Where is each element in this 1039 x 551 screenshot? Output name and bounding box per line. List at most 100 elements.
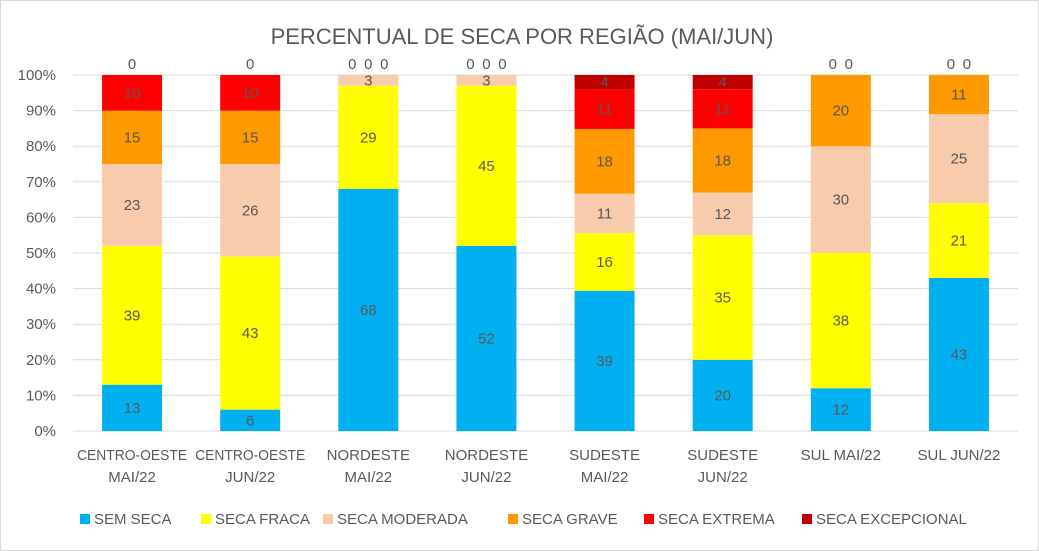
- x-tick-label: SUDESTE: [687, 447, 758, 464]
- data-label: 20: [714, 387, 731, 404]
- legend: SEM SECA SECA FRACA SECA MODERADA SECA GRAV…: [80, 511, 967, 528]
- data-label: 39: [596, 353, 613, 370]
- x-tick-label: CENTRO-OESTE: [77, 447, 187, 464]
- data-label: 10: [242, 85, 259, 102]
- bar-segment: [102, 245, 163, 385]
- data-label: 0: [246, 56, 254, 73]
- data-label: 35: [714, 290, 731, 307]
- y-tick-label: 70%: [26, 174, 56, 191]
- bar-segment: [810, 388, 871, 431]
- bar-segment: [102, 164, 163, 246]
- y-tick-label: 100%: [18, 67, 56, 84]
- y-tick-label: 60%: [26, 209, 56, 226]
- x-tick-label: JUN/22: [225, 469, 275, 486]
- bar-segment: [220, 164, 281, 257]
- data-label: 10: [124, 85, 141, 102]
- data-label: 12: [832, 402, 849, 419]
- x-tick-label: NORDESTE: [327, 447, 410, 464]
- data-label: 0: [348, 56, 356, 73]
- bar-segment: [220, 75, 281, 111]
- data-label: 38: [832, 313, 849, 330]
- bar-segment: [220, 110, 281, 164]
- y-tick-label: 80%: [26, 138, 56, 155]
- bar-segment: [810, 253, 871, 389]
- data-label: 26: [242, 202, 259, 219]
- x-tick-label: SUDESTE: [569, 447, 640, 464]
- bar-segment: [810, 75, 871, 147]
- data-label: 0: [963, 56, 971, 73]
- x-tick-label: CENTRO-OESTE: [195, 447, 305, 464]
- bar-segment: [338, 75, 399, 86]
- bar-segment: [692, 89, 753, 129]
- x-tick-label: NORDESTE: [445, 447, 528, 464]
- data-label: 11: [597, 205, 613, 222]
- x-tick-label: MAI/22: [581, 469, 629, 486]
- bar-segment: [928, 203, 989, 278]
- bar-segment: [692, 192, 753, 236]
- data-label: 0: [466, 56, 474, 73]
- data-label: 0: [829, 56, 837, 73]
- data-label: 39: [124, 307, 141, 324]
- data-label: 30: [832, 192, 849, 209]
- legend-label: SECA EXTREMA: [658, 511, 775, 528]
- data-label: 12: [714, 206, 731, 223]
- legend-swatch: [80, 514, 90, 524]
- data-label: 0: [380, 56, 388, 73]
- data-label: 20: [832, 103, 849, 120]
- bar-segment: [574, 193, 635, 234]
- legend-swatch: [508, 514, 518, 524]
- bar-segment: [574, 233, 635, 291]
- bar-segment: [574, 89, 635, 129]
- bar-segment: [102, 384, 163, 431]
- bar-segment: [456, 75, 517, 86]
- gridlines: [73, 74, 1018, 432]
- data-label: 11: [951, 87, 967, 104]
- y-tick-label: 40%: [26, 281, 56, 298]
- bar-segment: [692, 75, 753, 90]
- y-tick-label: 50%: [26, 245, 56, 262]
- y-tick-label: 20%: [26, 352, 56, 369]
- y-tick-label: 10%: [26, 387, 56, 404]
- bar-segment: [928, 114, 989, 204]
- legend-swatch: [323, 514, 333, 524]
- data-label: 0: [364, 56, 372, 73]
- data-label: 23: [124, 197, 141, 214]
- legend-label: SECA GRAVE: [522, 511, 618, 528]
- x-tick-label: JUN/22: [698, 469, 748, 486]
- legend-swatch: [802, 514, 812, 524]
- legend-label: SECA MODERADA: [337, 511, 468, 528]
- data-label: 0: [845, 56, 853, 73]
- legend-swatch: [201, 514, 211, 524]
- chart-title: PERCENTUAL DE SECA POR REGIÃO (MAI/JUN): [271, 24, 774, 49]
- data-label: 11: [715, 101, 731, 118]
- x-tick-label: SUL MAI/22: [801, 447, 881, 464]
- data-label: 11: [597, 101, 613, 118]
- data-label: 43: [951, 346, 968, 363]
- bar-segment: [220, 409, 281, 431]
- x-tick-label: SUL JUN/22: [918, 447, 1001, 464]
- y-tick-label: 90%: [26, 103, 56, 120]
- bar-segment: [928, 277, 989, 431]
- y-tick-label: 0%: [34, 423, 56, 440]
- x-tick-label: MAI/22: [345, 469, 393, 486]
- data-label: 15: [242, 129, 259, 146]
- bar-segment: [928, 75, 989, 115]
- data-label: 6: [246, 412, 254, 429]
- bar-segment: [338, 85, 399, 189]
- data-label: 0: [498, 56, 506, 73]
- data-label: 29: [360, 129, 377, 146]
- legend-label: SECA FRACA: [215, 511, 310, 528]
- legend-label: SECA EXCEPCIONAL: [816, 511, 967, 528]
- bar-segment: [456, 245, 517, 431]
- data-label: 18: [596, 153, 613, 170]
- data-label: 68: [360, 302, 377, 319]
- x-tick-label: JUN/22: [461, 469, 511, 486]
- bar-segment: [692, 235, 753, 360]
- data-label: 18: [714, 152, 731, 169]
- bar-segment: [692, 128, 753, 193]
- bar-segment: [692, 359, 753, 431]
- data-label: 4: [600, 74, 608, 91]
- data-label: 4: [719, 74, 727, 91]
